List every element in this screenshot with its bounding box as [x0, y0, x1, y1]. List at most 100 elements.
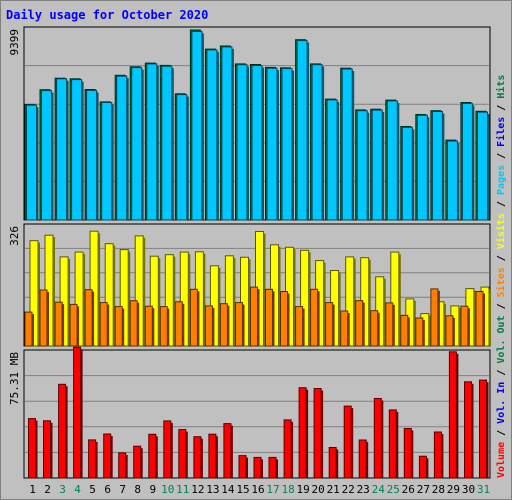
- bar-shadow-middle-day-24: [383, 278, 386, 346]
- bar-shadow-bottom-day-17: [276, 459, 278, 478]
- x-tick-label-day-28: 28: [432, 483, 445, 496]
- right-legend-item-12: Files: [495, 117, 507, 147]
- bar-top-files-day-10: [161, 65, 173, 221]
- bar-middle-sites-day-23: [355, 300, 364, 347]
- bar-shadow-middle-day-7: [122, 308, 125, 346]
- bar-shadow-middle-day-15: [242, 304, 245, 346]
- bar-middle-sites-day-7: [114, 306, 123, 347]
- bar-middle-sites-day-1: [24, 311, 33, 347]
- x-tick-label-day-26: 26: [402, 483, 415, 496]
- bar-top-files-day-13: [206, 49, 218, 221]
- bar-shadow-middle-day-13: [218, 267, 221, 346]
- bar-shadow-bottom-day-29: [456, 353, 459, 478]
- right-legend-item-8: Visits: [495, 213, 507, 249]
- bar-shadow-top-day-10: [171, 68, 174, 220]
- bar-shadow-top-day-23: [367, 112, 370, 220]
- bar-top-files-day-11: [176, 94, 188, 221]
- bar-middle-sites-day-20: [310, 288, 319, 347]
- x-tick-label-day-2: 2: [44, 483, 51, 496]
- bar-shadow-middle-day-9: [158, 258, 161, 346]
- bar-shadow-middle-day-15: [248, 259, 251, 346]
- x-tick-label-day-25: 25: [387, 483, 400, 496]
- bar-shadow-middle-day-5: [98, 233, 101, 346]
- bar-shadow-bottom-day-30: [471, 383, 474, 478]
- bar-shadow-middle-day-24: [377, 312, 380, 346]
- bar-shadow-middle-day-19: [308, 252, 311, 346]
- bar-shadow-top-day-21: [337, 101, 340, 220]
- chart-panels: 9399 326 75.31 MB: [8, 26, 491, 479]
- x-tick-label-day-27: 27: [417, 483, 430, 496]
- bar-bottom-volume-day-11: [178, 429, 187, 479]
- bar-bottom-volume-day-4: [73, 346, 82, 479]
- bar-bottom-volume-day-22: [343, 405, 352, 479]
- right-legend-item-7: /: [496, 249, 507, 267]
- right-legend-item-1: /: [496, 424, 507, 442]
- bar-shadow-bottom-day-24: [381, 400, 384, 478]
- bar-bottom-volume-day-28: [433, 431, 442, 479]
- bar-shadow-middle-day-6: [107, 304, 110, 346]
- bar-top-files-day-6: [101, 102, 113, 221]
- bar-shadow-bottom-day-8: [140, 448, 143, 478]
- bar-middle-sites-day-9: [144, 305, 153, 347]
- bar-top-files-day-28: [431, 111, 443, 221]
- bar-shadow-bottom-day-21: [336, 449, 339, 478]
- bar-middle-sites-day-12: [189, 288, 198, 347]
- bar-shadow-middle-day-25: [398, 254, 401, 346]
- right-legend-item-9: /: [496, 195, 507, 213]
- bar-shadow-middle-day-19: [302, 308, 305, 346]
- bar-middle-sites-day-13: [204, 305, 213, 347]
- x-tick-label-day-31: 31: [477, 483, 490, 496]
- x-tick-label-day-20: 20: [311, 483, 324, 496]
- bar-shadow-middle-day-2: [47, 292, 49, 346]
- bar-shadow-bottom-day-25: [396, 411, 399, 478]
- right-legend-item-10: Pages: [496, 165, 507, 195]
- right-legend-item-5: /: [496, 297, 507, 315]
- bar-bottom-volume-day-2: [43, 420, 51, 479]
- x-tick-label-day-12: 12: [191, 483, 204, 496]
- bar-shadow-bottom-day-14: [230, 425, 233, 478]
- bar-bottom-volume-day-19: [298, 387, 307, 479]
- bar-shadow-middle-day-12: [203, 253, 206, 346]
- bar-top-files-day-26: [401, 126, 413, 221]
- bar-top-files-day-16: [251, 65, 263, 221]
- bar-middle-sites-day-21: [325, 302, 334, 347]
- bar-bottom-volume-day-18: [283, 419, 292, 479]
- right-legend-item-13: /: [496, 99, 507, 117]
- bar-top-files-day-8: [131, 67, 143, 221]
- bar-bottom-volume-day-25: [388, 409, 397, 479]
- bar-top-files-day-30: [461, 102, 473, 221]
- bar-shadow-top-day-31: [487, 114, 490, 220]
- right-legend-item-6: Sites: [495, 267, 507, 297]
- bar-middle-sites-day-2: [39, 289, 48, 347]
- bar-top-files-day-9: [146, 63, 158, 221]
- x-tick-label-day-21: 21: [327, 483, 340, 496]
- bar-shadow-top-day-15: [247, 66, 249, 220]
- bar-bottom-volume-day-26: [403, 428, 412, 479]
- bar-shadow-bottom-day-7: [125, 454, 128, 478]
- bar-middle-sites-day-14: [219, 303, 228, 347]
- bar-shadow-middle-day-8: [143, 237, 146, 346]
- bar-bottom-volume-day-7: [118, 452, 127, 479]
- bar-top-files-day-12: [191, 30, 203, 221]
- bar-shadow-middle-day-20: [323, 262, 326, 346]
- bar-bottom-volume-day-30: [464, 381, 472, 479]
- bar-shadow-middle-day-17: [272, 291, 275, 346]
- bar-shadow-bottom-day-28: [441, 434, 444, 478]
- bar-top-files-day-25: [386, 100, 398, 221]
- bar-shadow-bottom-day-9: [155, 436, 158, 478]
- bar-shadow-bottom-day-27: [426, 458, 429, 478]
- bar-shadow-top-day-24: [382, 112, 385, 220]
- bar-top-files-day-4: [71, 79, 83, 221]
- bar-middle-sites-day-22: [340, 310, 349, 347]
- right-legend-item-11: /: [496, 147, 507, 165]
- x-tick-label-day-24: 24: [372, 483, 386, 496]
- bar-shadow-top-day-19: [307, 42, 310, 220]
- bar-shadow-middle-day-31: [489, 289, 491, 346]
- bar-top-files-day-2: [41, 90, 52, 221]
- bar-top-files-day-18: [281, 68, 293, 221]
- bar-bottom-volume-day-21: [328, 447, 337, 479]
- bar-shadow-top-day-14: [231, 48, 234, 221]
- bar-top-files-day-1: [26, 104, 37, 221]
- bar-shadow-middle-day-10: [173, 256, 176, 346]
